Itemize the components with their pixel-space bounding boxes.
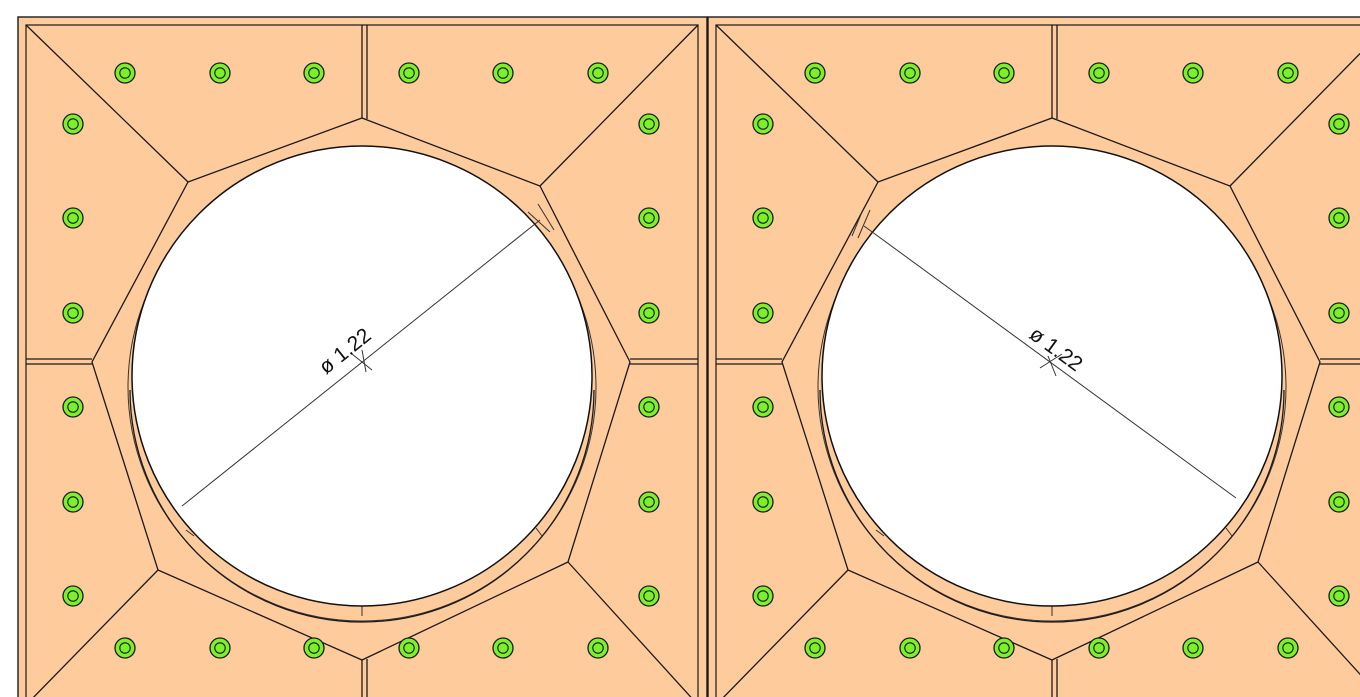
bolt-icon: [114, 62, 136, 84]
bolt-icon: [752, 302, 774, 324]
bolt-icon: [62, 302, 84, 324]
bolt-icon: [114, 637, 136, 659]
bolt-icon: [1328, 585, 1350, 607]
bolt-icon: [398, 62, 420, 84]
bolt-icon: [752, 585, 774, 607]
diameter-dimension-right: [863, 225, 1237, 499]
plate-segments-left: [25, 24, 699, 697]
bolt-icon: [993, 62, 1015, 84]
bolt-icon: [638, 113, 660, 135]
bolt-icon: [62, 207, 84, 229]
bolt-icon: [804, 62, 826, 84]
bolt-icon: [1088, 62, 1110, 84]
bolt-icon: [638, 207, 660, 229]
bore-hole-right: [821, 145, 1283, 607]
bolt-icon: [1328, 207, 1350, 229]
bolt-icon: [804, 637, 826, 659]
bolt-icon: [62, 396, 84, 418]
bolt-icon: [1182, 62, 1204, 84]
bolt-icon: [209, 637, 231, 659]
bolt-icon: [1182, 637, 1204, 659]
bolt-icon: [492, 62, 514, 84]
bolt-icon: [1088, 637, 1110, 659]
bolt-icon: [752, 396, 774, 418]
bolt-icon: [993, 637, 1015, 659]
bolt-icon: [62, 585, 84, 607]
plate-segments-right: [715, 24, 1360, 697]
bolt-icon: [587, 637, 609, 659]
diameter-dimension-left: [181, 219, 541, 507]
bolt-icon: [899, 637, 921, 659]
bolt-icon: [303, 637, 325, 659]
bolt-icon: [398, 637, 420, 659]
bolt-icon: [638, 302, 660, 324]
bolt-icon: [638, 491, 660, 513]
bolt-icon: [62, 113, 84, 135]
bolt-icon: [1328, 396, 1350, 418]
bolt-icon: [303, 62, 325, 84]
bolt-icon: [752, 491, 774, 513]
bolt-layer: [62, 62, 1350, 659]
bolt-icon: [638, 396, 660, 418]
panel-left: ø 1.22: [17, 16, 708, 697]
bolt-icon: [1328, 302, 1350, 324]
bolt-icon: [752, 207, 774, 229]
bolt-icon: [638, 585, 660, 607]
bolt-icon: [1277, 637, 1299, 659]
bolt-icon: [587, 62, 609, 84]
bolt-icon: [899, 62, 921, 84]
bolt-icon: [1277, 62, 1299, 84]
bolt-icon: [209, 62, 231, 84]
bore-hole-left: [131, 145, 593, 607]
bolt-icon: [492, 637, 514, 659]
bolt-icon: [1328, 491, 1350, 513]
panel-right: ø 1.22: [707, 16, 1360, 697]
bolt-icon: [752, 113, 774, 135]
bolt-icon: [62, 491, 84, 513]
bolt-icon: [1328, 113, 1350, 135]
